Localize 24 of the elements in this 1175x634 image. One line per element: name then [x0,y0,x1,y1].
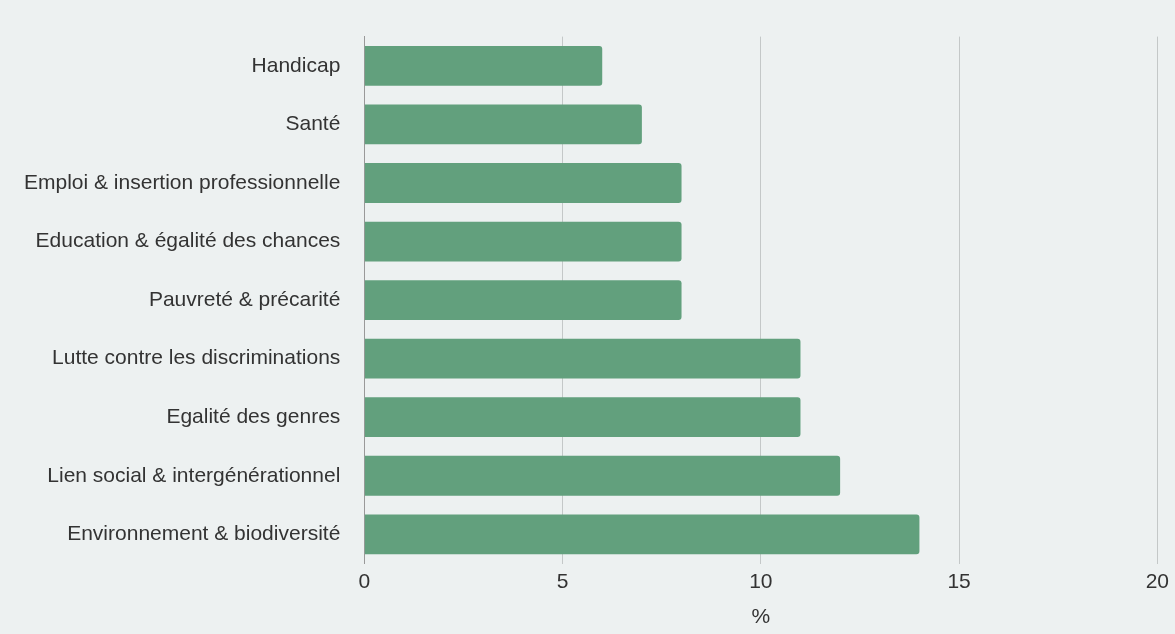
bar [364,338,801,379]
y-tick-label: Lutte contre les discriminations [52,345,341,369]
y-tick-label: Emploi & insertion professionnelle [23,169,341,193]
bar [364,163,682,203]
bar [364,221,682,262]
y-tick-label: Handicap [251,52,341,76]
y-tick-label: Lien social & intergénérationnel [47,462,341,486]
x-tick-label: 10 [749,569,773,592]
bar [364,45,603,86]
x-tick-label: 15 [947,569,971,592]
bar [364,104,642,145]
y-tick-label: Pauvreté & précarité [148,286,341,310]
y-tick-label: Egalité des genres [166,404,341,428]
bar [364,514,920,555]
y-tick-label: Environnement & biodiversité [67,521,341,545]
bar [364,455,841,496]
bar [364,397,801,438]
y-tick-label: Santé [285,111,341,135]
x-tick-label: 20 [1145,569,1169,592]
y-tick-label: Education & égalité des chances [35,228,341,252]
x-tick-label: 0 [358,569,371,592]
x-axis-title: % [751,604,771,628]
bar [364,280,682,321]
x-tick-label: 5 [556,569,569,592]
